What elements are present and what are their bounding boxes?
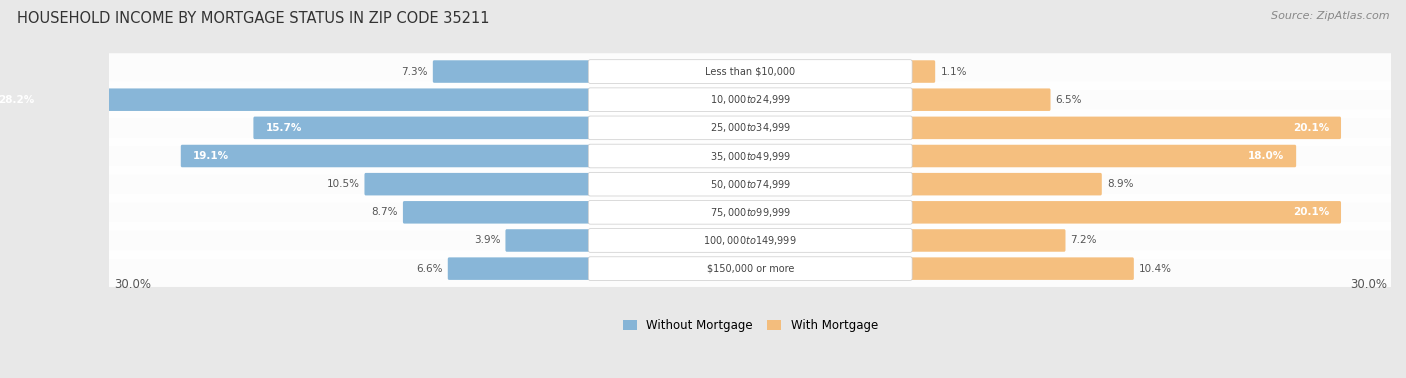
Text: 19.1%: 19.1%: [193, 151, 229, 161]
Text: $50,000 to $74,999: $50,000 to $74,999: [710, 178, 790, 191]
FancyBboxPatch shape: [105, 194, 1395, 231]
FancyBboxPatch shape: [505, 229, 592, 252]
FancyBboxPatch shape: [588, 88, 912, 112]
Text: 18.0%: 18.0%: [1249, 151, 1284, 161]
Text: 6.5%: 6.5%: [1056, 95, 1083, 105]
Legend: Without Mortgage, With Mortgage: Without Mortgage, With Mortgage: [617, 314, 883, 337]
Text: HOUSEHOLD INCOME BY MORTGAGE STATUS IN ZIP CODE 35211: HOUSEHOLD INCOME BY MORTGAGE STATUS IN Z…: [17, 11, 489, 26]
Text: 8.7%: 8.7%: [371, 207, 398, 217]
FancyBboxPatch shape: [910, 145, 1296, 167]
FancyBboxPatch shape: [105, 110, 1395, 146]
FancyBboxPatch shape: [0, 88, 592, 111]
FancyBboxPatch shape: [105, 53, 1395, 90]
Text: $100,000 to $149,999: $100,000 to $149,999: [703, 234, 797, 247]
FancyBboxPatch shape: [404, 201, 592, 223]
FancyBboxPatch shape: [105, 166, 1395, 203]
Text: 30.0%: 30.0%: [1350, 279, 1386, 291]
FancyBboxPatch shape: [447, 257, 592, 280]
Text: 8.9%: 8.9%: [1107, 179, 1133, 189]
FancyBboxPatch shape: [588, 257, 912, 280]
Text: 7.2%: 7.2%: [1070, 235, 1097, 245]
FancyBboxPatch shape: [588, 229, 912, 252]
FancyBboxPatch shape: [910, 257, 1133, 280]
FancyBboxPatch shape: [910, 201, 1341, 223]
Text: 20.1%: 20.1%: [1292, 123, 1329, 133]
FancyBboxPatch shape: [588, 172, 912, 196]
FancyBboxPatch shape: [910, 60, 935, 83]
FancyBboxPatch shape: [105, 222, 1395, 259]
Text: 7.3%: 7.3%: [401, 67, 427, 76]
Text: 20.1%: 20.1%: [1292, 207, 1329, 217]
Text: Source: ZipAtlas.com: Source: ZipAtlas.com: [1271, 11, 1389, 21]
Text: 3.9%: 3.9%: [474, 235, 501, 245]
FancyBboxPatch shape: [105, 81, 1395, 118]
FancyBboxPatch shape: [105, 138, 1395, 174]
FancyBboxPatch shape: [910, 173, 1102, 195]
FancyBboxPatch shape: [253, 116, 592, 139]
FancyBboxPatch shape: [588, 200, 912, 224]
Text: $25,000 to $34,999: $25,000 to $34,999: [710, 121, 790, 134]
FancyBboxPatch shape: [588, 116, 912, 140]
FancyBboxPatch shape: [181, 145, 592, 167]
Text: $150,000 or more: $150,000 or more: [707, 263, 794, 274]
Text: 30.0%: 30.0%: [114, 279, 150, 291]
FancyBboxPatch shape: [588, 60, 912, 84]
FancyBboxPatch shape: [105, 250, 1395, 287]
Text: Less than $10,000: Less than $10,000: [706, 67, 796, 76]
FancyBboxPatch shape: [910, 229, 1066, 252]
Text: 28.2%: 28.2%: [0, 95, 35, 105]
Text: $35,000 to $49,999: $35,000 to $49,999: [710, 150, 790, 163]
Text: $75,000 to $99,999: $75,000 to $99,999: [710, 206, 790, 219]
FancyBboxPatch shape: [588, 144, 912, 168]
Text: 1.1%: 1.1%: [941, 67, 967, 76]
Text: 15.7%: 15.7%: [266, 123, 302, 133]
Text: 10.5%: 10.5%: [326, 179, 360, 189]
FancyBboxPatch shape: [910, 116, 1341, 139]
FancyBboxPatch shape: [433, 60, 592, 83]
FancyBboxPatch shape: [910, 88, 1050, 111]
Text: 6.6%: 6.6%: [416, 263, 443, 274]
Text: 10.4%: 10.4%: [1139, 263, 1173, 274]
FancyBboxPatch shape: [364, 173, 592, 195]
Text: $10,000 to $24,999: $10,000 to $24,999: [710, 93, 790, 106]
